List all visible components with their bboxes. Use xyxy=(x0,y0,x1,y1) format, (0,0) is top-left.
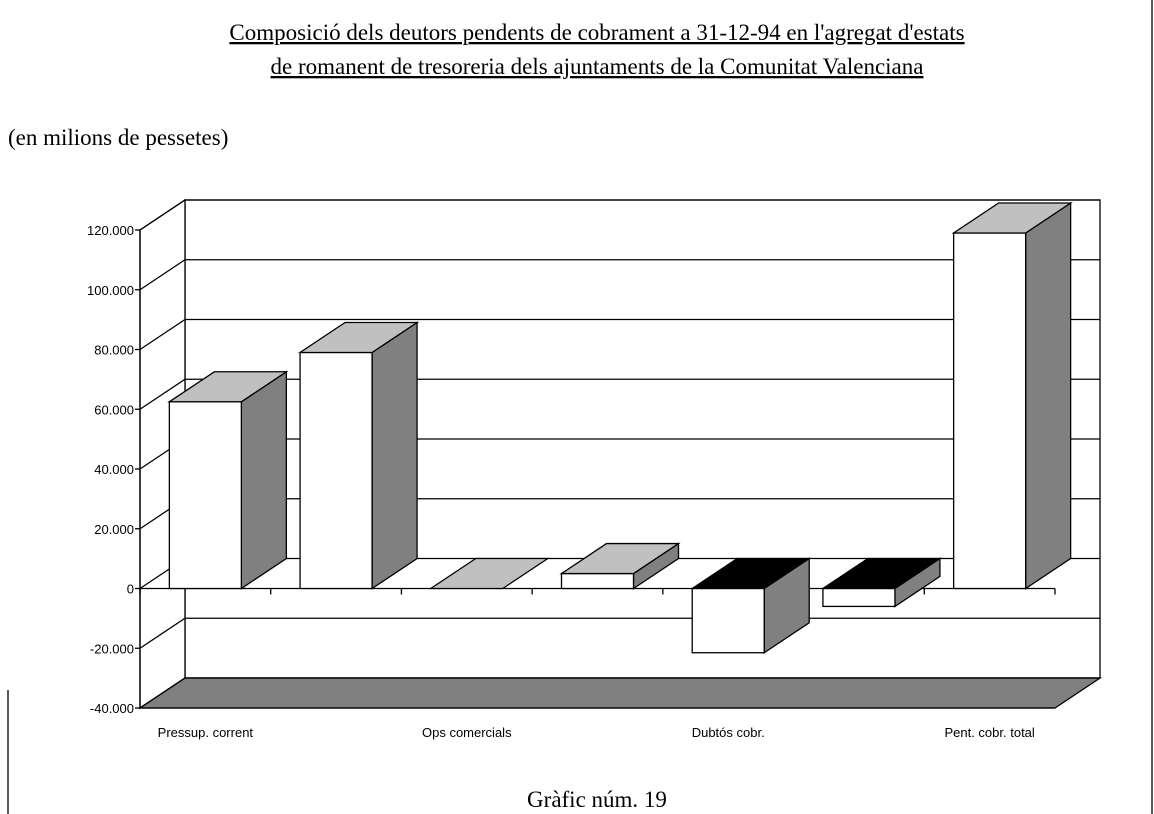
y-tick-label: 60.000 xyxy=(94,402,134,417)
subtitle: (en milions de pessetes) xyxy=(8,125,228,150)
y-tick-label: 80.000 xyxy=(94,343,134,358)
grid-line xyxy=(139,199,1100,231)
y-tick-label: 120.000 xyxy=(87,223,134,238)
y-tick-label: -40.000 xyxy=(90,701,134,716)
bar-top xyxy=(820,557,943,590)
bar xyxy=(952,232,1027,590)
x-tick-label: Dubtós cobr. xyxy=(692,725,765,740)
grid-line xyxy=(139,378,1100,410)
bar xyxy=(168,401,243,590)
bar-top xyxy=(297,321,420,354)
x-tick-label: Pressup. corrent xyxy=(158,725,254,740)
bar-top xyxy=(951,202,1073,234)
bar-top xyxy=(559,542,681,575)
bar xyxy=(560,572,635,590)
x-tick-label: Ops comercials xyxy=(422,725,512,740)
chart-title: Composició dels deutors pendents de cobr… xyxy=(229,20,964,45)
bar xyxy=(299,351,373,590)
bar-top xyxy=(167,371,289,403)
bar-side xyxy=(1024,201,1072,590)
grid-line xyxy=(139,318,1100,351)
bar-side xyxy=(371,321,418,590)
y-tick-label: -20.000 xyxy=(90,641,134,656)
chart-title: de romanent de tresoreria dels ajuntamen… xyxy=(271,54,924,79)
y-tick-label: 40.000 xyxy=(94,462,134,477)
bar-top xyxy=(690,557,812,590)
caption: Gràfic núm. 19 xyxy=(527,787,667,812)
floor xyxy=(137,677,1103,709)
bar-top xyxy=(428,557,550,590)
y-tick-label: 20.000 xyxy=(94,522,134,537)
bar-side xyxy=(240,370,288,590)
x-tick-label: Pent. cobr. total xyxy=(944,725,1034,740)
bar xyxy=(691,587,765,654)
bar xyxy=(822,587,896,608)
grid-line xyxy=(139,259,1100,291)
y-tick-label: 0 xyxy=(127,582,134,597)
y-tick-label: 100.000 xyxy=(87,283,134,298)
grid-line xyxy=(139,677,1100,709)
